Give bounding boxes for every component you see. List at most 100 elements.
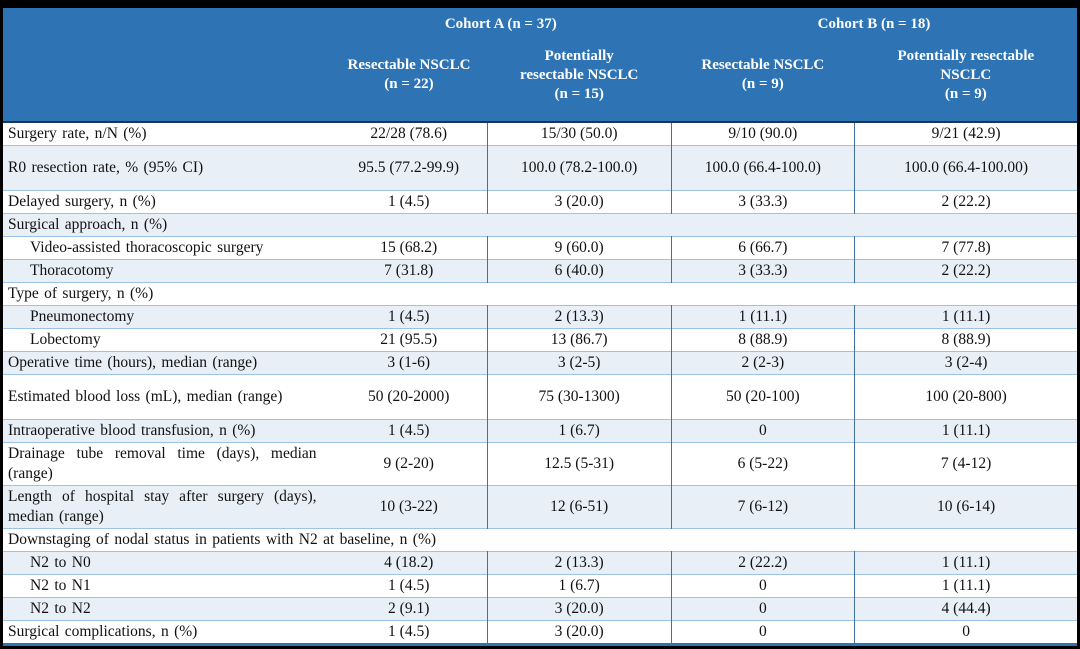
row-label: Thoracotomy [3,259,331,283]
table-row: Surgery rate, n/N (%) 22/28 (78.6) 15/30 (… [3,122,1077,146]
row-label: Video-assisted thoracoscopic surgery [3,236,331,260]
col-header-line: NSCLC [940,66,992,83]
table-row: Operative time (hours), median (range) 3 … [3,351,1077,375]
section-row: Type of surgery, n (%) [3,282,1077,306]
cell-value: 0 [670,620,855,645]
cell-value: 1 (11.1) [854,419,1077,443]
cell-value: 12.5 (5-31) [486,442,671,486]
col-header-line: resectable NSCLC [519,66,639,83]
col-header-line: Potentially [544,47,614,64]
corner-cell [3,37,331,122]
cell-value: 3 (2-5) [486,351,671,375]
row-label: R0 resection rate, % (95% CI) [3,145,331,191]
table-row: Thoracotomy 7 (31.8) 6 (40.0) 3 (33.3) 2 (22… [3,259,1077,283]
cell-value: 13 (86.7) [486,328,671,352]
cell-value: 1 (4.5) [330,620,488,645]
cell-value: 2 (13.3) [486,305,671,329]
cell-value: 9/10 (90.0) [670,122,855,146]
cell-value: 15/30 (50.0) [486,122,671,146]
cell-value: 3 (33.3) [670,259,855,283]
cell-value: 1 (4.5) [330,305,488,329]
cohort-b-header: Cohort B (n = 18) [671,8,1077,37]
table-row: Drainage tube removal time (days), media… [3,442,1077,486]
cell-value: 6 (40.0) [486,259,671,283]
cell-value: 1 (6.7) [486,419,671,443]
subgroup-header-row: Resectable NSCLC (n = 22) Potentially re… [3,37,1077,122]
table-row: N2 to N1 1 (4.5) 1 (6.7) 0 1 (11.1) [3,574,1077,598]
cell-value: 3 (20.0) [486,190,671,214]
row-label: N2 to N0 [3,551,331,575]
table-row: Video-assisted thoracoscopic surgery 15 (… [3,236,1077,260]
cell-value: 0 [670,597,855,621]
cell-value: 0 [670,574,855,598]
row-label: Surgical complications, n (%) [3,620,331,645]
cohort-header-row: Cohort A (n = 37) Cohort B (n = 18) [3,8,1077,37]
col-header-line: (n = 22) [384,76,434,92]
cell-value: 9 (2-20) [330,442,488,486]
table-row: R0 resection rate, % (95% CI) 95.5 (77.2-… [3,145,1077,191]
cell-value: 21 (95.5) [330,328,488,352]
cell-value: 95.5 (77.2-99.9) [330,145,488,191]
cell-value: 6 (5-22) [670,442,855,486]
row-label: Estimated blood loss (mL), median (range… [3,374,331,420]
cell-value: 7 (6-12) [670,485,855,529]
row-label: Pneumonectomy [3,305,331,329]
cell-value: 1 (11.1) [670,305,855,329]
cell-value: 1 (11.1) [854,574,1077,598]
cell-value: 50 (20-100) [670,374,855,420]
cell-value: 2 (22.2) [854,190,1077,214]
cell-value: 1 (11.1) [854,551,1077,575]
cell-value: 8 (88.9) [670,328,855,352]
cell-value: 3 (20.0) [486,620,671,645]
col-header-line: Resectable NSCLC [347,57,471,73]
cell-value: 8 (88.9) [854,328,1077,352]
cell-value: 9 (60.0) [486,236,671,260]
row-label: Surgery rate, n/N (%) [3,122,331,146]
row-label: Drainage tube removal time (days), media… [3,442,331,486]
table-row: Length of hospital stay after surgery (d… [3,485,1077,529]
cell-value: 9/21 (42.9) [854,122,1077,146]
table-row: N2 to N2 2 (9.1) 3 (20.0) 0 4 (44.4) [3,597,1077,621]
table-row: Delayed surgery, n (%) 1 (4.5) 3 (20.0) 3 (… [3,190,1077,214]
cell-value: 7 (77.8) [854,236,1077,260]
col-header-line: (n = 9) [741,76,784,92]
row-label: Lobectomy [3,328,331,352]
cell-value: 1 (4.5) [330,419,488,443]
col-header-resectable-a: Resectable NSCLC (n = 22) [330,37,488,122]
cell-value: 4 (44.4) [854,597,1077,621]
col-header-potentially-b: Potentially resectable NSCLC (n = 9) [854,37,1077,122]
cell-value: 2 (22.2) [670,551,855,575]
cell-value: 3 (2-4) [854,351,1077,375]
cell-value: 1 (4.5) [330,190,488,214]
col-header-line: Resectable NSCLC [701,57,825,73]
cohort-a-header: Cohort A (n = 37) [330,8,671,37]
col-header-line: (n = 15) [554,85,604,102]
cell-value: 3 (33.3) [670,190,855,214]
row-label: N2 to N2 [3,597,331,621]
table-row: Estimated blood loss (mL), median (range… [3,374,1077,420]
cell-value: 6 (66.7) [670,236,855,260]
row-label: Operative time (hours), median (range) [3,351,331,375]
row-label: Delayed surgery, n (%) [3,190,331,214]
cell-value: 2 (22.2) [854,259,1077,283]
section-label: Surgical approach, n (%) [3,213,1077,237]
cell-value: 1 (4.5) [330,574,488,598]
col-header-resectable-b: Resectable NSCLC (n = 9) [671,37,855,122]
row-label: N2 to N1 [3,574,331,598]
table-header: Cohort A (n = 37) Cohort B (n = 18) Rese… [3,8,1077,122]
row-label: Intraoperative blood transfusion, n (%) [3,419,331,443]
cell-value: 10 (6-14) [854,485,1077,529]
surgical-outcomes-table: Cohort A (n = 37) Cohort B (n = 18) Rese… [3,8,1077,646]
cell-value: 1 (6.7) [486,574,671,598]
col-header-line: (n = 9) [944,85,987,102]
section-row: Surgical approach, n (%) [3,213,1077,237]
col-header-line: Potentially resectable [897,47,1035,64]
cell-value: 7 (31.8) [330,259,488,283]
section-label: Downstaging of nodal status in patients … [3,528,1077,552]
cell-value: 100.0 (66.4-100.0) [670,145,855,191]
col-header-potentially-a: Potentially resectable NSCLC (n = 15) [487,37,671,122]
cell-value: 100 (20-800) [854,374,1077,420]
cell-value: 10 (3-22) [330,485,488,529]
section-label: Type of surgery, n (%) [3,282,1077,306]
